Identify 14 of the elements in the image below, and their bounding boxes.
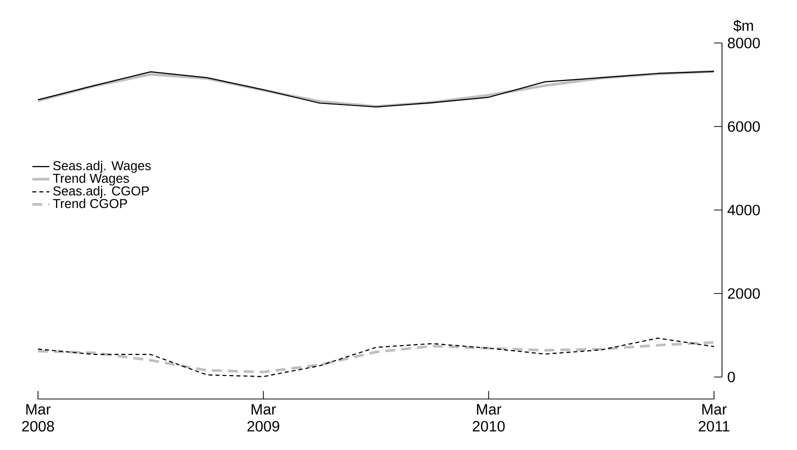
y-tick-label: 8000 [728, 38, 760, 48]
y-axis-title: $m [733, 20, 753, 32]
x-tick-label: Mar 2010 [472, 404, 505, 432]
x-tick-label: Mar 2011 [698, 404, 730, 432]
legend-label: Seas.adj. Wages [53, 160, 151, 173]
y-tick-label: 0 [728, 372, 735, 382]
y-tick-label: 4000 [728, 204, 760, 216]
legend-label: Seas.adj. CGOP [53, 186, 149, 198]
x-tick-label: Mar 2008 [22, 404, 54, 432]
y-tick-label: 2000 [728, 288, 760, 299]
x-tick-label: Mar 2009 [247, 404, 280, 432]
y-tick-label: 6000 [728, 121, 760, 132]
legend-label: Trend Wages [52, 173, 129, 186]
legend-label: Trend CGOP [52, 198, 128, 208]
